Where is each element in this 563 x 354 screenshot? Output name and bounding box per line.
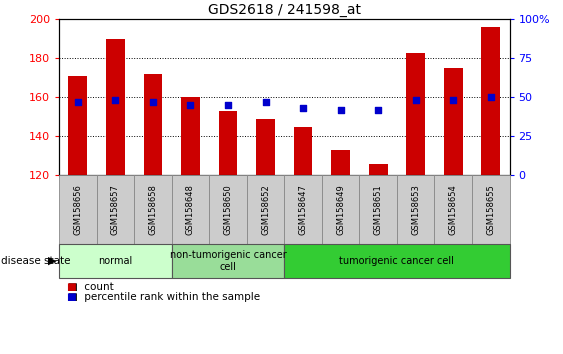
Point xyxy=(111,98,120,103)
Text: GSM158650: GSM158650 xyxy=(224,184,233,235)
Bar xyxy=(69,76,87,175)
Text: ■  percentile rank within the sample: ■ percentile rank within the sample xyxy=(68,292,260,302)
Point xyxy=(73,99,82,105)
Bar xyxy=(144,74,162,175)
Point xyxy=(261,99,270,105)
Text: GSM158652: GSM158652 xyxy=(261,184,270,235)
Text: GSM158657: GSM158657 xyxy=(111,184,120,235)
Point xyxy=(186,102,195,108)
Point xyxy=(411,98,420,103)
Bar xyxy=(106,39,125,175)
Bar xyxy=(218,111,238,175)
Bar xyxy=(369,164,387,175)
Text: ■: ■ xyxy=(66,292,75,302)
Text: GSM158651: GSM158651 xyxy=(374,184,383,235)
Point xyxy=(224,102,233,108)
Text: GSM158656: GSM158656 xyxy=(73,184,82,235)
Bar xyxy=(481,27,500,175)
Text: ■  count: ■ count xyxy=(68,282,113,292)
Text: non-tumorigenic cancer
cell: non-tumorigenic cancer cell xyxy=(169,250,287,272)
Text: GSM158655: GSM158655 xyxy=(486,184,495,235)
Point xyxy=(374,107,383,113)
Text: GSM158647: GSM158647 xyxy=(298,184,307,235)
Text: GSM158658: GSM158658 xyxy=(149,184,158,235)
Point xyxy=(486,95,495,100)
Text: GSM158648: GSM158648 xyxy=(186,184,195,235)
Text: disease state: disease state xyxy=(1,256,70,266)
Bar xyxy=(331,150,350,175)
Bar xyxy=(181,97,200,175)
Bar xyxy=(256,119,275,175)
Text: GSM158654: GSM158654 xyxy=(449,184,458,235)
Text: ■: ■ xyxy=(66,282,75,292)
Point xyxy=(149,99,158,105)
Bar xyxy=(294,126,312,175)
Text: normal: normal xyxy=(99,256,132,266)
Text: GSM158653: GSM158653 xyxy=(411,184,420,235)
Text: ▶: ▶ xyxy=(48,256,56,266)
Text: GSM158649: GSM158649 xyxy=(336,184,345,235)
Point xyxy=(336,107,345,113)
Bar xyxy=(444,68,463,175)
Point xyxy=(298,105,307,111)
Point xyxy=(449,98,458,103)
Bar xyxy=(406,52,425,175)
Text: tumorigenic cancer cell: tumorigenic cancer cell xyxy=(339,256,454,266)
Title: GDS2618 / 241598_at: GDS2618 / 241598_at xyxy=(208,3,361,17)
